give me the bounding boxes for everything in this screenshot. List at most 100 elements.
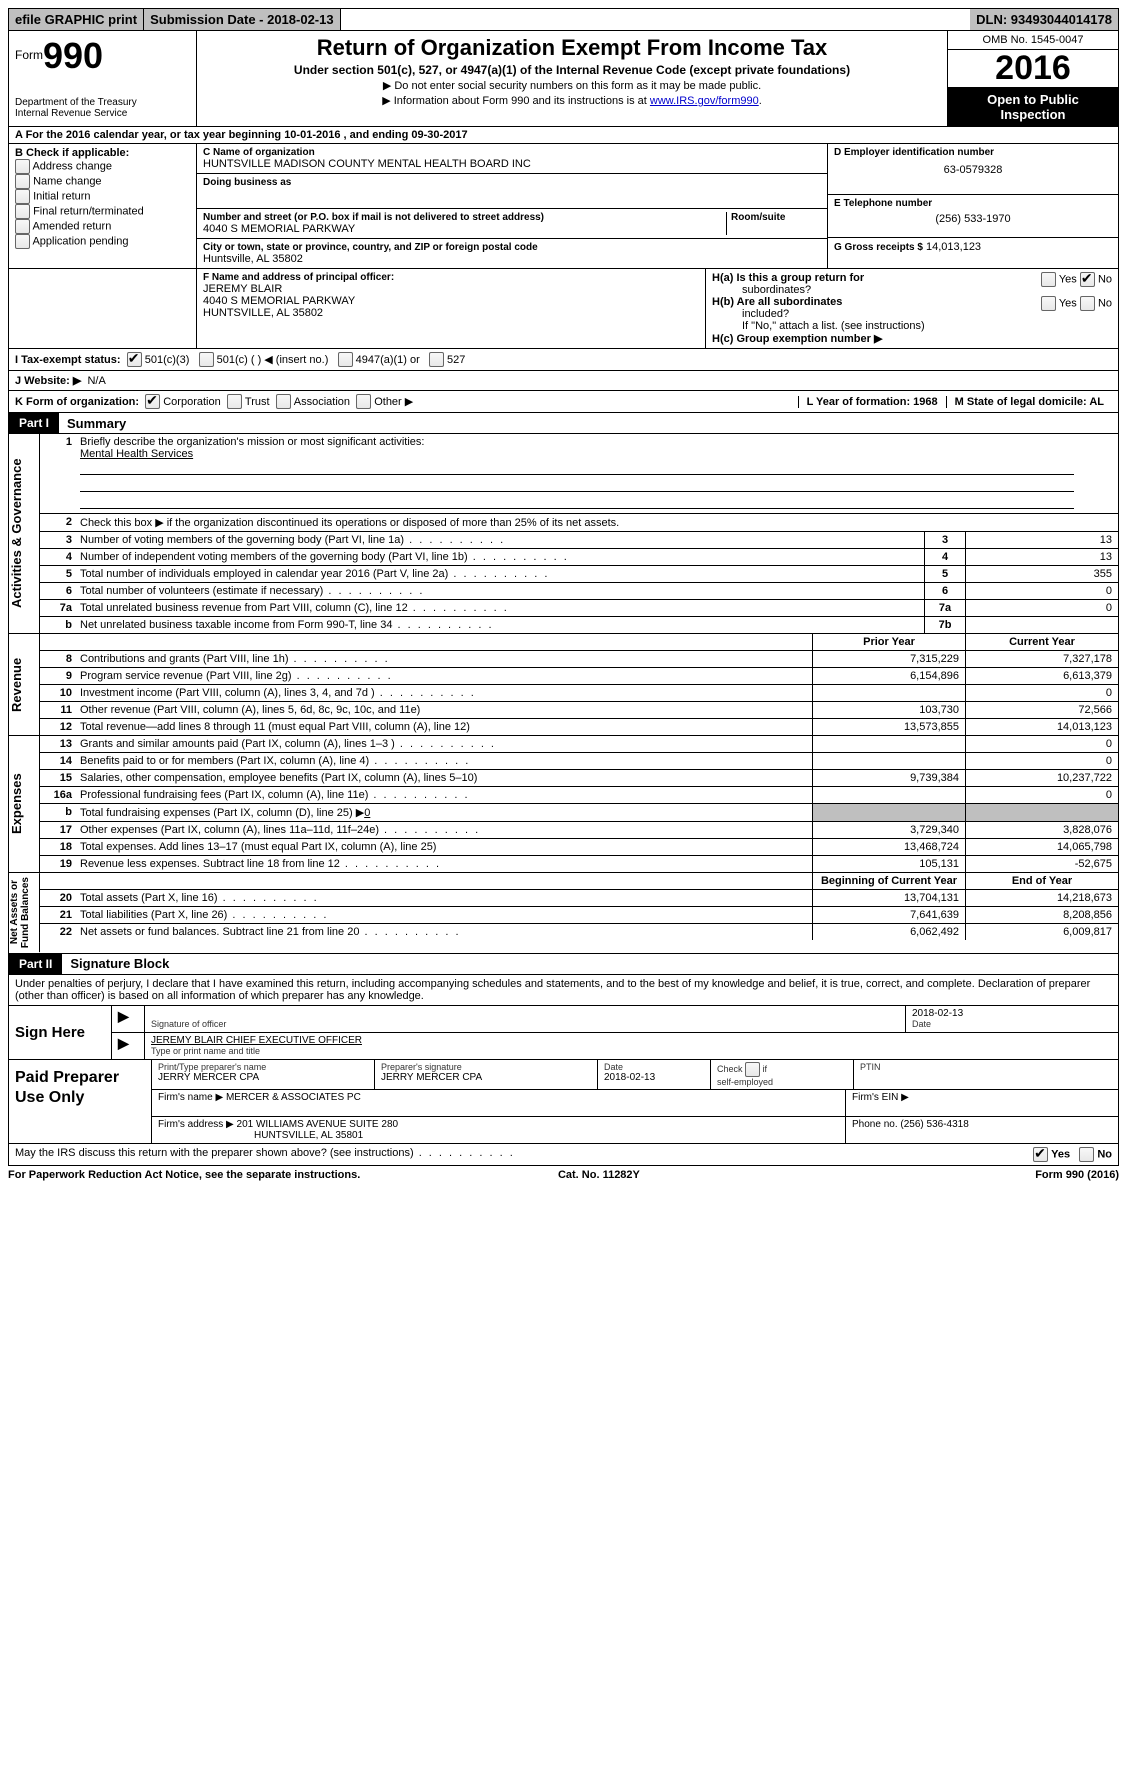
form-title: Return of Organization Exempt From Incom… — [205, 35, 939, 61]
dba-label: Doing business as — [203, 177, 821, 188]
line18-text: Total expenses. Add lines 13–17 (must eq… — [76, 839, 812, 855]
hb-label: H(b) Are all subordinates — [712, 296, 842, 308]
col-i-left — [9, 269, 197, 348]
row-k: K Form of organization: Corporation Trus… — [8, 391, 1119, 413]
inspection-line2: Inspection — [1000, 107, 1065, 122]
line9-curr: 6,613,379 — [965, 668, 1118, 684]
rev-hdr-blank — [40, 634, 76, 650]
line4-text: Number of independent voting members of … — [76, 549, 924, 565]
header-right: OMB No. 1545-0047 2016 Open to Public In… — [947, 31, 1118, 126]
chk-4947[interactable] — [338, 352, 353, 367]
line14-text: Benefits paid to or for members (Part IX… — [76, 753, 812, 769]
row-i: I Tax-exempt status: 501(c)(3) 501(c) ( … — [8, 349, 1119, 371]
gross-value: 14,013,123 — [926, 241, 981, 253]
line5-num: 5 — [40, 566, 76, 582]
row-j: J Website: ▶ N/A — [8, 371, 1119, 391]
chk-ha-yes[interactable] — [1041, 272, 1056, 287]
line14-num: 14 — [40, 753, 76, 769]
cat-no: Cat. No. 11282Y — [558, 1169, 640, 1181]
line17-curr: 3,828,076 — [965, 822, 1118, 838]
chk-other[interactable] — [356, 394, 371, 409]
line21-prior: 7,641,639 — [812, 907, 965, 923]
chk-self-employed[interactable] — [745, 1062, 760, 1077]
chk-527[interactable] — [429, 352, 444, 367]
chk-discuss-yes[interactable] — [1033, 1147, 1048, 1162]
lbl-name-change: Name change — [33, 176, 102, 188]
firm-city: HUNTSVILLE, AL 35801 — [158, 1130, 363, 1141]
hb-no: No — [1098, 298, 1112, 310]
line19-curr: -52,675 — [965, 856, 1118, 872]
chk-501c3[interactable] — [127, 352, 142, 367]
line7a-val: 0 — [965, 600, 1118, 616]
line19-num: 19 — [40, 856, 76, 872]
section-b-c-d: B Check if applicable: Address change Na… — [8, 144, 1119, 269]
line11-text: Other revenue (Part VIII, column (A), li… — [76, 702, 812, 718]
line6-text: Total number of volunteers (estimate if … — [76, 583, 924, 599]
chk-501c[interactable] — [199, 352, 214, 367]
chk-address-change[interactable] — [15, 159, 30, 174]
line8-num: 8 — [40, 651, 76, 667]
phone-label: Phone no. — [852, 1119, 898, 1130]
col-b-header: B Check if applicable: — [15, 147, 190, 159]
chk-assoc[interactable] — [276, 394, 291, 409]
chk-initial-return[interactable] — [15, 189, 30, 204]
line16a-text: Professional fundraising fees (Part IX, … — [76, 787, 812, 803]
efile-button[interactable]: efile GRAPHIC print — [9, 9, 144, 30]
city-label: City or town, state or province, country… — [203, 242, 821, 253]
net-hdr-blank — [40, 873, 76, 889]
line18-num: 18 — [40, 839, 76, 855]
sig-arrow2-icon: ▶ — [118, 1035, 134, 1052]
tax-year: 2016 — [948, 50, 1118, 88]
chk-trust[interactable] — [227, 394, 242, 409]
line10-prior — [812, 685, 965, 701]
org-address: 4040 S MEMORIAL PARKWAY — [203, 223, 726, 235]
line16a-curr: 0 — [965, 787, 1118, 803]
line18-curr: 14,065,798 — [965, 839, 1118, 855]
chk-hb-yes[interactable] — [1041, 296, 1056, 311]
line18-prior: 13,468,724 — [812, 839, 965, 855]
discuss-no: No — [1097, 1148, 1112, 1160]
line20-num: 20 — [40, 890, 76, 906]
chk-application-pending[interactable] — [15, 234, 30, 249]
end-year-hdr: End of Year — [965, 873, 1118, 889]
irs-link[interactable]: www.IRS.gov/form990 — [650, 95, 759, 107]
lbl-final-return: Final return/terminated — [33, 206, 144, 218]
line6-val: 0 — [965, 583, 1118, 599]
line1-num: 1 — [40, 434, 76, 513]
part-ii-title: Signature Block — [62, 956, 169, 971]
vert-netassets: Net Assets or Fund Balances — [9, 873, 40, 952]
line11-prior: 103,730 — [812, 702, 965, 718]
line6-num: 6 — [40, 583, 76, 599]
form-subtitle: Under section 501(c), 527, or 4947(a)(1)… — [205, 63, 939, 77]
chk-ha-no[interactable] — [1080, 272, 1095, 287]
line9-text: Program service revenue (Part VIII, line… — [76, 668, 812, 684]
chk-corp[interactable] — [145, 394, 160, 409]
org-city: Huntsville, AL 35802 — [203, 253, 821, 265]
line3-col: 3 — [924, 532, 965, 548]
line21-curr: 8,208,856 — [965, 907, 1118, 923]
revenue-section: Revenue Prior Year Current Year 8 Contri… — [8, 634, 1119, 736]
prep-sig: JERRY MERCER CPA — [381, 1072, 591, 1083]
phone-value: (256) 536-4318 — [900, 1119, 968, 1130]
inspection-line1: Open to Public — [987, 92, 1079, 107]
line17-prior: 3,729,340 — [812, 822, 965, 838]
part-i-badge: Part I — [9, 413, 59, 433]
line8-prior: 7,315,229 — [812, 651, 965, 667]
website-value: N/A — [87, 375, 105, 387]
prep-date: 2018-02-13 — [604, 1072, 704, 1083]
chk-discuss-no[interactable] — [1079, 1147, 1094, 1162]
chk-final-return[interactable] — [15, 204, 30, 219]
room-label: Room/suite — [731, 212, 821, 223]
chk-amended[interactable] — [15, 219, 30, 234]
line9-num: 9 — [40, 668, 76, 684]
prep-sig-label: Preparer's signature — [381, 1062, 591, 1072]
opt-501c3: 501(c)(3) — [145, 354, 190, 366]
discuss-yes: Yes — [1051, 1148, 1070, 1160]
line5-col: 5 — [924, 566, 965, 582]
line4-col: 4 — [924, 549, 965, 565]
firm-name-label: Firm's name ▶ — [158, 1092, 223, 1103]
chk-hb-no[interactable] — [1080, 296, 1095, 311]
chk-name-change[interactable] — [15, 174, 30, 189]
line2-text: Check this box ▶ if the organization dis… — [76, 514, 1118, 531]
line1-text: Briefly describe the organization's miss… — [76, 434, 1118, 513]
